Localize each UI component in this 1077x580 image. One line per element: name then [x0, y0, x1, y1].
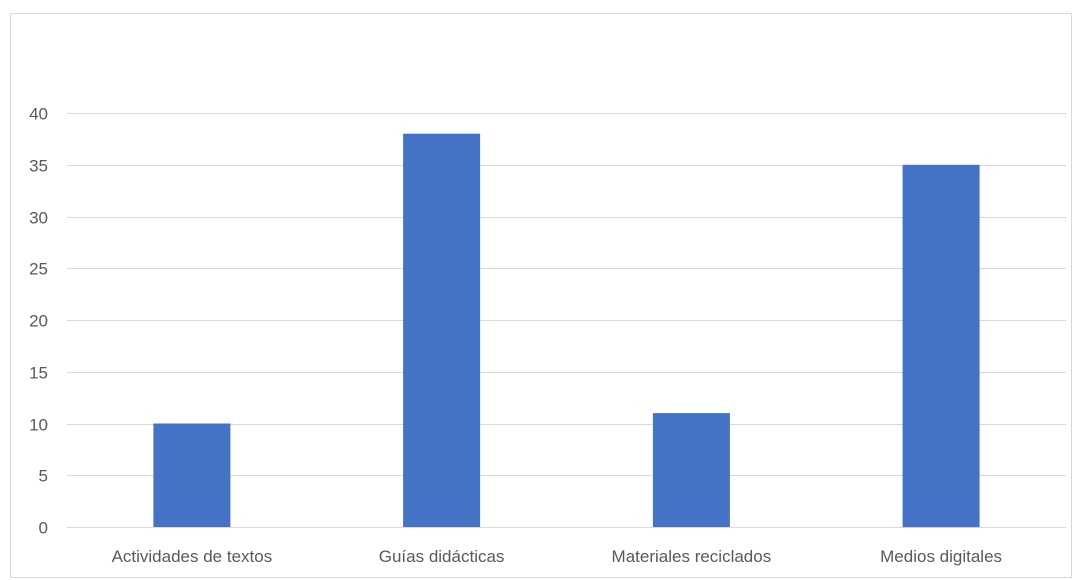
y-tick-label: 25	[29, 260, 48, 279]
bar	[403, 133, 481, 527]
bar	[153, 423, 231, 527]
y-tick-label: 20	[29, 312, 48, 331]
x-category-label: Guías didácticas	[379, 547, 505, 566]
y-tick-label: 5	[39, 467, 48, 486]
x-axis-labels: Actividades de textos Guías didácticas Mat…	[112, 547, 1002, 566]
y-tick-label: 30	[29, 209, 48, 228]
grid-lines	[67, 113, 1066, 528]
y-tick-label: 40	[29, 105, 48, 124]
x-category-label: Medios digitales	[880, 547, 1002, 566]
bar	[652, 413, 730, 527]
y-tick-label: 10	[29, 416, 48, 435]
bar	[902, 164, 980, 528]
y-tick-label: 0	[39, 519, 48, 538]
x-category-label: Actividades de textos	[112, 547, 273, 566]
x-category-label: Materiales reciclados	[612, 547, 772, 566]
y-axis-ticks: 0 5 10 15 20 25 30 35 40	[29, 105, 48, 538]
y-tick-label: 15	[29, 364, 48, 383]
y-tick-label: 35	[29, 157, 48, 176]
bars	[153, 133, 980, 528]
